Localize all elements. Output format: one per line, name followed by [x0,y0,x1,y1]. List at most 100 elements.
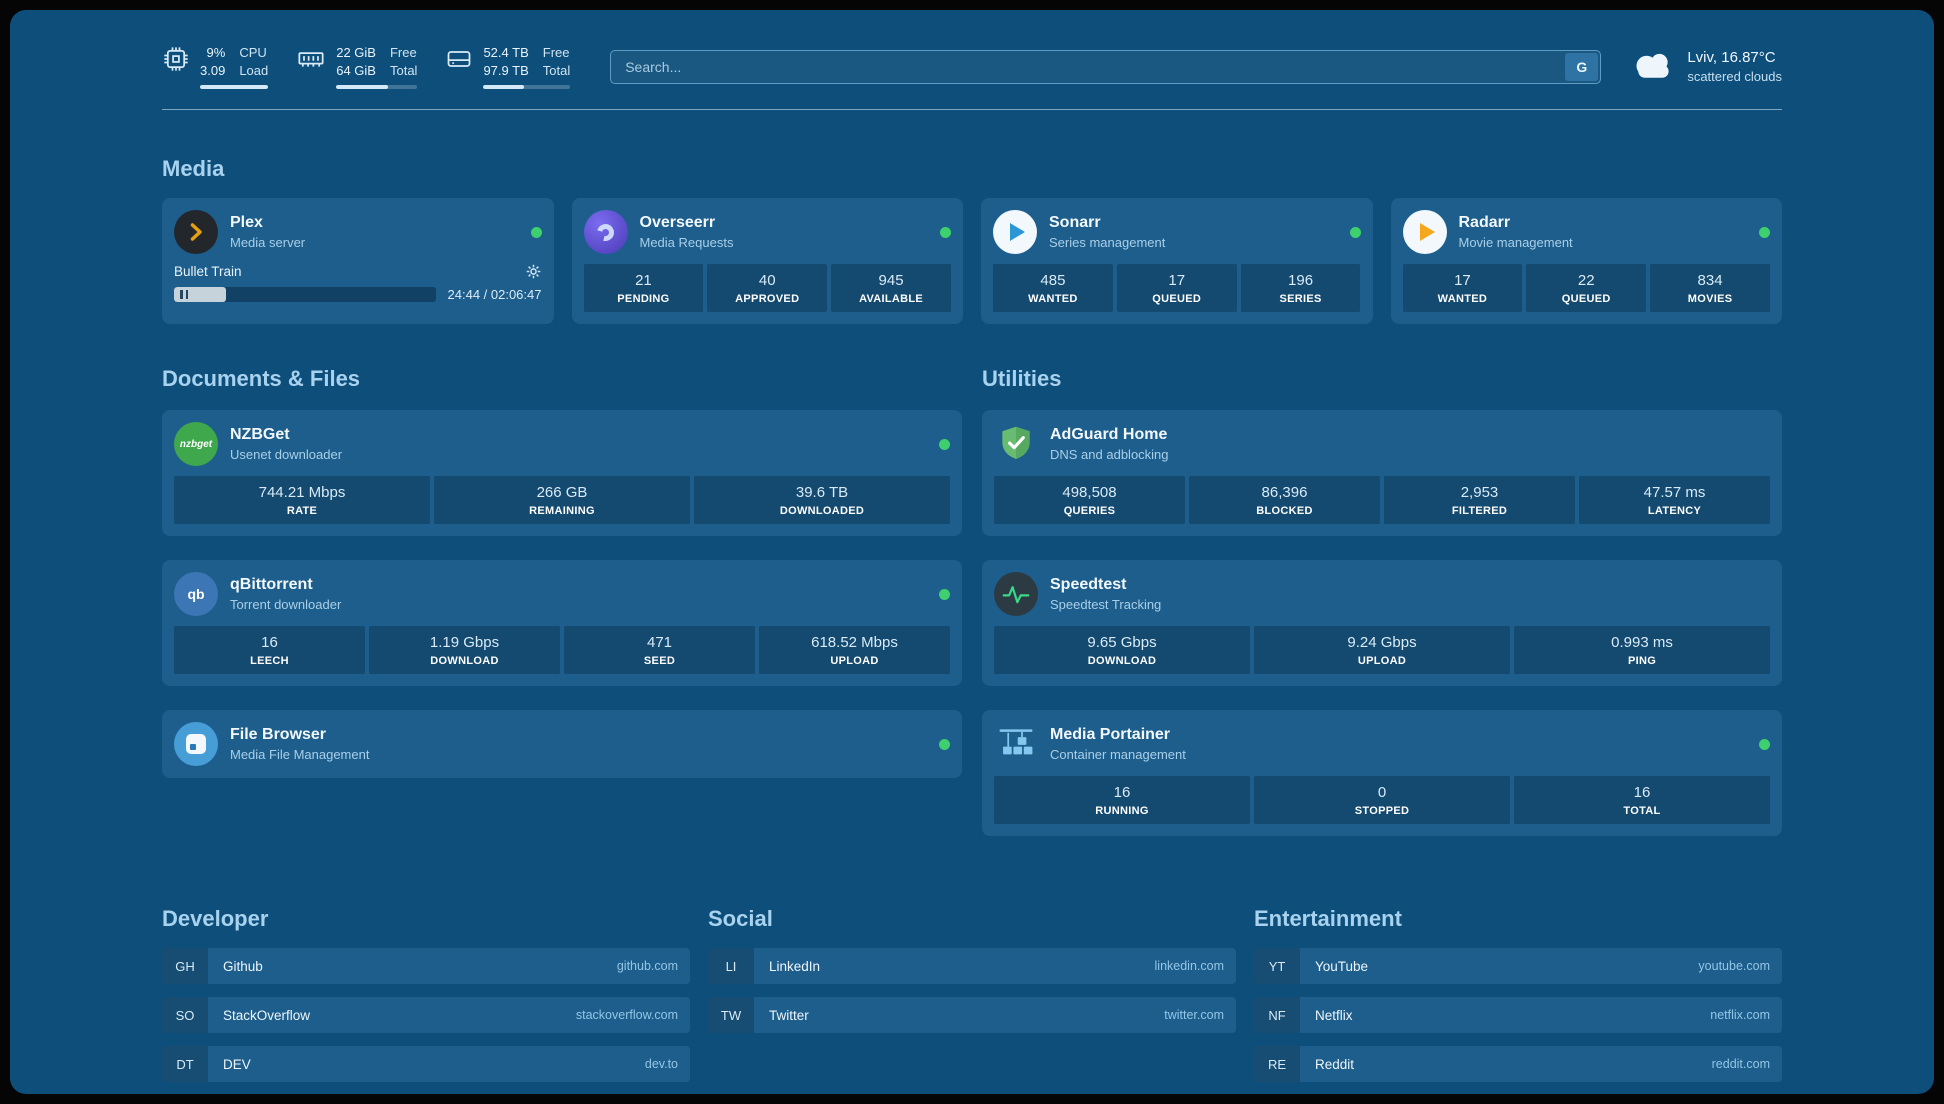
service-card-filebrowser[interactable]: File Browser Media File Management [162,710,962,779]
stat: 16 RUNNING [994,776,1250,825]
bookmark-youtube[interactable]: YT YouTube youtube.com [1254,948,1782,985]
topbar: 9% 3.09 CPU Load [162,10,1782,90]
service-name: Sonarr [1049,214,1101,232]
service-card-adguard[interactable]: AdGuard Home DNS and adblocking 498,508 … [982,410,1782,537]
bookmark-domain: linkedin.com [1154,959,1224,974]
service-card-qbittorrent[interactable]: qb qBittorrent Torrent downloader 16 LEE… [162,560,962,687]
qbittorrent-icon: qb [174,572,218,617]
playback-time: 24:44 / 02:06:47 [447,287,542,303]
status-online-dot [939,738,950,750]
dashboard-panel: 9% 3.09 CPU Load [10,10,1934,1094]
stat-label: DOWNLOAD [1087,655,1157,668]
search-engine-button[interactable]: G [1565,52,1599,81]
bookmark-group-entertainment: Entertainment YT YouTube youtube.com NF … [1254,906,1782,1094]
service-subtitle: DNS and adblocking [1050,447,1169,463]
service-card-radarr[interactable]: Radarr Movie management 17 WANTED 22 QUE… [1390,198,1782,325]
service-subtitle: Speedtest Tracking [1050,597,1162,613]
stat-value: 16 [1113,784,1131,802]
gear-icon[interactable] [525,263,542,280]
stat: 266 GB REMAINING [434,476,690,525]
card-header: Radarr Movie management [1402,210,1770,255]
cpu-usage-bar [200,85,269,90]
stat: 485 WANTED [993,264,1113,313]
stat-label: PENDING [617,293,670,306]
disk-total-value: 97.9 TB [483,63,529,79]
memory-usage-bar-fill [336,85,389,90]
weather-location: Lviv, 16.87°C [1687,49,1776,67]
service-subtitle: Media server [230,235,306,251]
bookmark-twitter[interactable]: TW Twitter twitter.com [708,997,1236,1034]
pause-icon[interactable] [180,290,188,300]
service-subtitle: Media File Management [230,747,370,763]
stat-label: DOWNLOAD [430,655,499,668]
status-online-dot [1759,738,1770,750]
disk-free-value: 52.4 TB [483,45,529,60]
stat: 40 APPROVED [707,264,828,313]
weather-condition: scattered clouds [1687,69,1782,85]
bookmark-name: Twitter [769,1007,809,1023]
stat-label: AVAILABLE [859,293,924,306]
section-title-documents: Documents & Files [162,366,361,392]
bookmark-linkedin[interactable]: LI LinkedIn linkedin.com [708,948,1236,985]
stat-value: 1.19 Gbps [429,634,500,652]
search-bar: G [610,49,1602,84]
service-name: AdGuard Home [1050,426,1168,444]
disk-free-label: Free [542,45,570,60]
disk-usage-bar [483,85,571,90]
bookmark-github[interactable]: GH Github github.com [162,948,690,985]
cpu-load-value: 3.09 [200,63,226,79]
stat-label: APPROVED [735,293,800,306]
bookmark-abbr: SO [162,997,208,1034]
bookmark-name: Reddit [1315,1056,1355,1072]
service-name: Media Portainer [1050,726,1171,744]
radarr-icon [1402,210,1447,255]
bookmark-name: Github [223,958,263,974]
service-card-plex[interactable]: Plex Media server Bullet Train [162,198,554,325]
bookmark-netflix[interactable]: NF Netflix netflix.com [1254,997,1782,1034]
stat-label: BLOCKED [1256,505,1313,518]
card-header: Plex Media server [174,210,542,255]
bookmark-stackoverflow[interactable]: SO StackOverflow stackoverflow.com [162,997,690,1034]
stat-label: STOPPED [1354,805,1410,818]
stat: 9.65 Gbps DOWNLOAD [994,626,1250,675]
dashboard-content: 9% 3.09 CPU Load [10,10,1934,1094]
bookmark-abbr: RE [1254,1046,1300,1083]
stat-list: 9.65 Gbps DOWNLOAD 9.24 Gbps UPLOAD 0.99… [994,626,1770,675]
stat: 39.6 TB DOWNLOADED [694,476,950,525]
stat: 2,953 FILTERED [1384,476,1575,525]
stat: 9.24 Gbps UPLOAD [1254,626,1510,675]
stat-label: QUERIES [1063,505,1116,518]
cpu-load-label: Load [239,63,269,79]
stat-value: 834 [1697,272,1723,290]
cloud-icon [1631,48,1675,85]
stat-value: 16 [261,634,278,652]
service-name: Radarr [1458,214,1511,232]
memory-free-value: 22 GiB [336,45,376,60]
service-card-overseerr[interactable]: Overseerr Media Requests 21 PENDING 40 A… [571,198,963,325]
bookmark-group-title: Developer [162,906,269,932]
middle-columns: Documents & Files nzbget NZBGet Usenet d… [162,366,1782,860]
stat: 86,396 BLOCKED [1189,476,1380,525]
playback-progress-bar[interactable] [174,287,436,303]
service-subtitle: Media Requests [639,235,734,251]
section-title-media: Media [162,156,225,182]
bookmark-dev[interactable]: DT DEV dev.to [162,1046,690,1083]
now-playing-title: Bullet Train [174,264,242,280]
adguard-shield-icon [994,422,1038,466]
stat: 22 QUEUED [1526,264,1647,313]
stat: 21 PENDING [583,264,704,313]
disk-usage-bar-fill [483,85,525,90]
service-name: Speedtest [1050,576,1127,594]
search-input[interactable] [613,58,1566,75]
stat-value: 17 [1454,272,1471,290]
service-card-sonarr[interactable]: Sonarr Series management 485 WANTED 17 Q… [981,198,1373,325]
bookmarks: Developer GH Github github.com SO StackO… [162,906,1782,1094]
media-grid: Plex Media server Bullet Train [162,198,1782,325]
service-card-speedtest[interactable]: Speedtest Speedtest Tracking 9.65 Gbps D… [982,560,1782,687]
stat-value: 945 [878,272,904,290]
service-card-portainer[interactable]: Media Portainer Container management 16 … [982,710,1782,837]
service-subtitle: Series management [1049,235,1166,251]
service-name: Plex [230,214,263,232]
bookmark-reddit[interactable]: RE Reddit reddit.com [1254,1046,1782,1083]
service-card-nzbget[interactable]: nzbget NZBGet Usenet downloader 744.21 M… [162,410,962,537]
